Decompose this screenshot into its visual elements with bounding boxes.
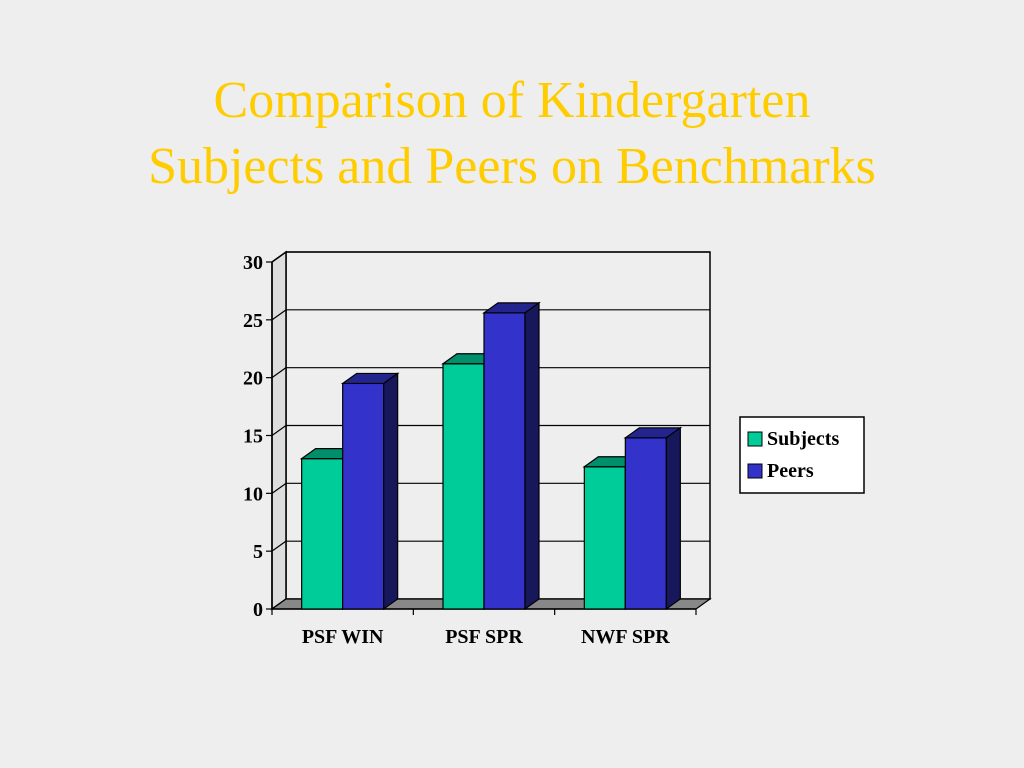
gridline-side [271,425,287,436]
bar-front [483,312,526,610]
bar-front [624,437,667,610]
y-tick-label: 0 [253,599,263,621]
bar-side [665,426,681,611]
bar-front [301,458,344,610]
legend-swatch-peers [747,463,763,479]
legend-swatch-subjects [747,431,763,447]
plot-area: 0 5 10 15 20 25 30 PSF WIN PSF SPR NWF SPR [243,250,712,648]
gridline-side [271,251,287,263]
bar-peers-2 [623,426,683,611]
x-tick-label: NWF SPR [581,626,670,648]
y-tick-label: 30 [243,252,263,274]
legend-label-peers: Peers [767,460,814,482]
y-tick-label: 25 [243,310,263,332]
title-line-1: Comparison of Kindergarten [213,72,811,129]
y-tick-label: 5 [253,541,263,563]
bar-front [583,466,626,610]
bar-side [524,301,540,611]
x-tick-label: PSF WIN [302,626,384,648]
gridline-side [271,309,287,321]
legend: Subjects Peers [739,416,865,494]
bar-front [442,363,485,610]
title-line-2: Subjects and Peers on Benchmarks [148,138,876,195]
legend-label-subjects: Subjects [767,428,839,450]
legend-box [739,416,865,494]
gridline-side [271,367,287,379]
slide-title: Comparison of Kindergarten Subjects and … [0,68,1024,200]
bar-front [342,382,385,610]
gridline-side [271,540,287,552]
y-tick-label: 20 [243,368,263,390]
bar-side [383,372,399,611]
y-tick-label: 15 [243,426,263,448]
bar-peers-0 [340,372,400,611]
gridline-side [271,482,287,494]
x-tick-label: PSF SPR [445,626,523,648]
bar-peers-1 [482,301,541,611]
y-tick-label: 10 [243,483,263,505]
